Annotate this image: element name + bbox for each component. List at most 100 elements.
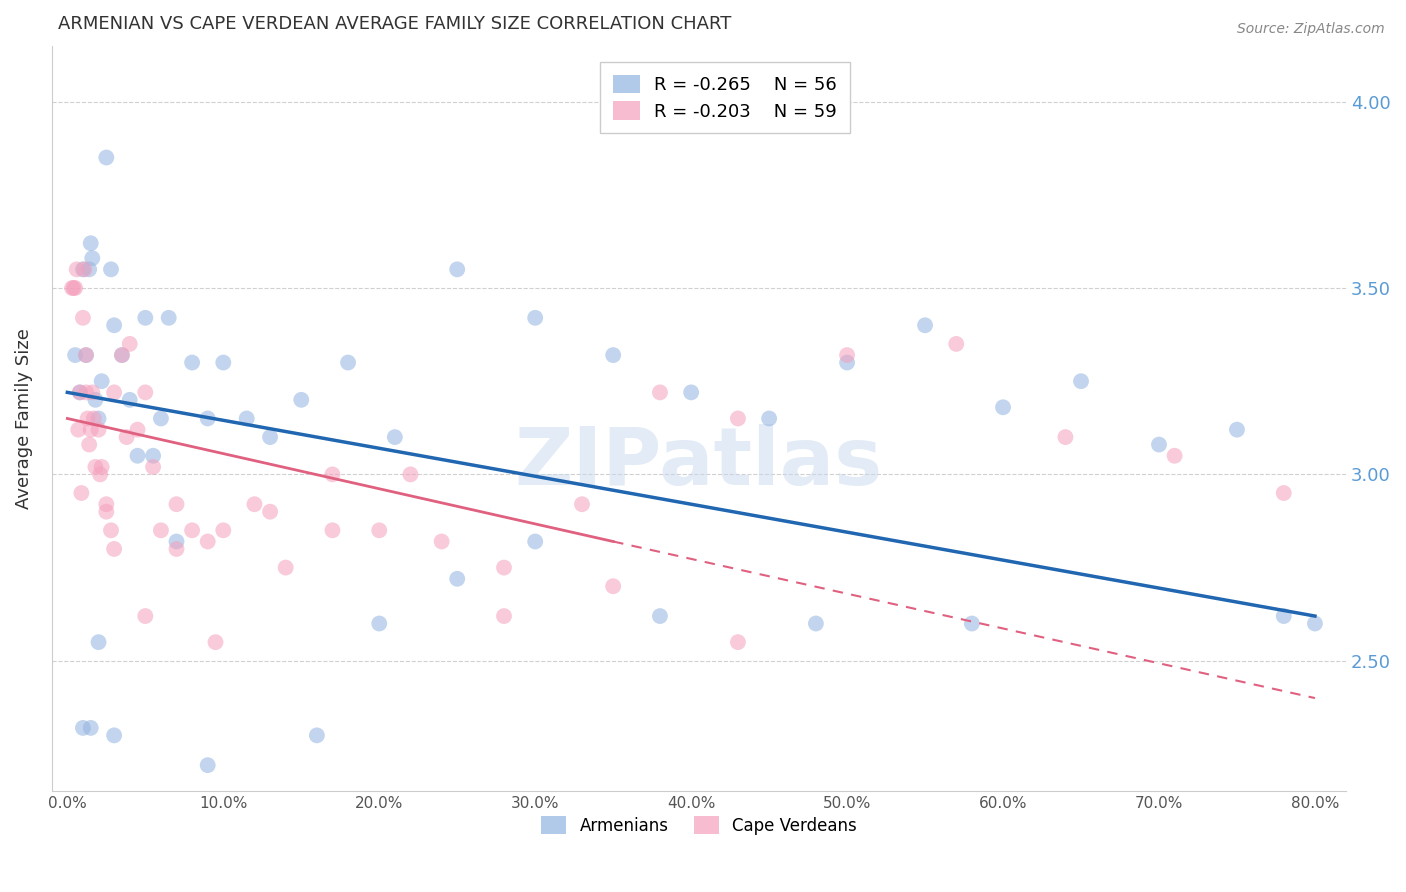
Point (62, 281, 84, 295)
Point (103, 728, 125, 742)
Point (571, 497, 593, 511)
Point (75, 385, 97, 400)
Point (524, 310, 547, 325)
Point (80, 721, 103, 735)
Point (80, 236, 103, 251)
Point (67, 423, 90, 437)
Point (337, 355, 360, 369)
Point (446, 262, 468, 277)
Point (134, 609, 156, 624)
Point (96, 505, 118, 519)
Point (1070, 374, 1092, 388)
Point (118, 337, 141, 351)
Point (63, 281, 86, 295)
Point (72, 721, 94, 735)
Point (89, 467, 111, 482)
Point (134, 796, 156, 810)
Point (305, 728, 328, 742)
Point (259, 505, 281, 519)
Point (82, 385, 104, 400)
Point (127, 423, 149, 437)
Point (115, 430, 138, 444)
Point (111, 348, 134, 362)
Point (73, 262, 96, 277)
Point (758, 411, 780, 425)
Point (492, 560, 515, 574)
Point (83, 411, 105, 425)
Point (835, 348, 858, 362)
Point (69, 385, 91, 400)
Point (134, 385, 156, 400)
Point (235, 411, 257, 425)
Point (103, 318, 125, 333)
Point (142, 459, 165, 474)
Point (66, 262, 89, 277)
Point (84, 392, 107, 407)
Point (602, 579, 624, 593)
Point (727, 635, 749, 649)
Point (181, 524, 204, 538)
Point (149, 411, 172, 425)
Legend: Armenians, Cape Verdeans: Armenians, Cape Verdeans (530, 805, 869, 847)
Point (1163, 449, 1185, 463)
Point (72, 310, 94, 325)
Point (1272, 609, 1295, 624)
Point (368, 524, 391, 538)
Text: Source: ZipAtlas.com: Source: ZipAtlas.com (1237, 22, 1385, 37)
Point (602, 348, 624, 362)
Point (142, 449, 165, 463)
Point (243, 796, 266, 810)
Point (166, 796, 188, 810)
Point (945, 337, 967, 351)
Text: ZIPatlas: ZIPatlas (515, 425, 883, 502)
Point (84, 459, 107, 474)
Point (166, 497, 188, 511)
Point (430, 534, 453, 549)
Point (82, 251, 104, 265)
Point (1303, 616, 1326, 631)
Point (166, 541, 188, 556)
Point (111, 348, 134, 362)
Point (134, 310, 156, 325)
Point (90, 374, 112, 388)
Point (274, 560, 297, 574)
Point (90, 459, 112, 474)
Point (259, 430, 281, 444)
Point (368, 616, 391, 631)
Point (76, 411, 98, 425)
Point (492, 609, 515, 624)
Point (77, 262, 100, 277)
Point (399, 467, 422, 482)
Point (1147, 437, 1170, 451)
Point (1272, 486, 1295, 500)
Point (727, 411, 749, 425)
Point (197, 411, 219, 425)
Point (87, 411, 110, 425)
Point (157, 310, 180, 325)
Point (181, 355, 204, 369)
Point (87, 423, 110, 437)
Point (63, 348, 86, 362)
Point (197, 534, 219, 549)
Point (960, 616, 983, 631)
Point (681, 385, 703, 400)
Point (72, 262, 94, 277)
Point (118, 392, 141, 407)
Point (75, 348, 97, 362)
Point (1226, 423, 1249, 437)
Point (70, 486, 93, 500)
Point (212, 524, 235, 538)
Point (243, 497, 266, 511)
Point (87, 635, 110, 649)
Point (648, 609, 671, 624)
Point (1054, 430, 1077, 444)
Point (804, 616, 827, 631)
Point (127, 449, 149, 463)
Point (835, 355, 858, 369)
Point (290, 392, 312, 407)
Point (100, 524, 122, 538)
Point (197, 758, 219, 772)
Point (100, 262, 122, 277)
Point (96, 151, 118, 165)
Point (524, 534, 547, 549)
